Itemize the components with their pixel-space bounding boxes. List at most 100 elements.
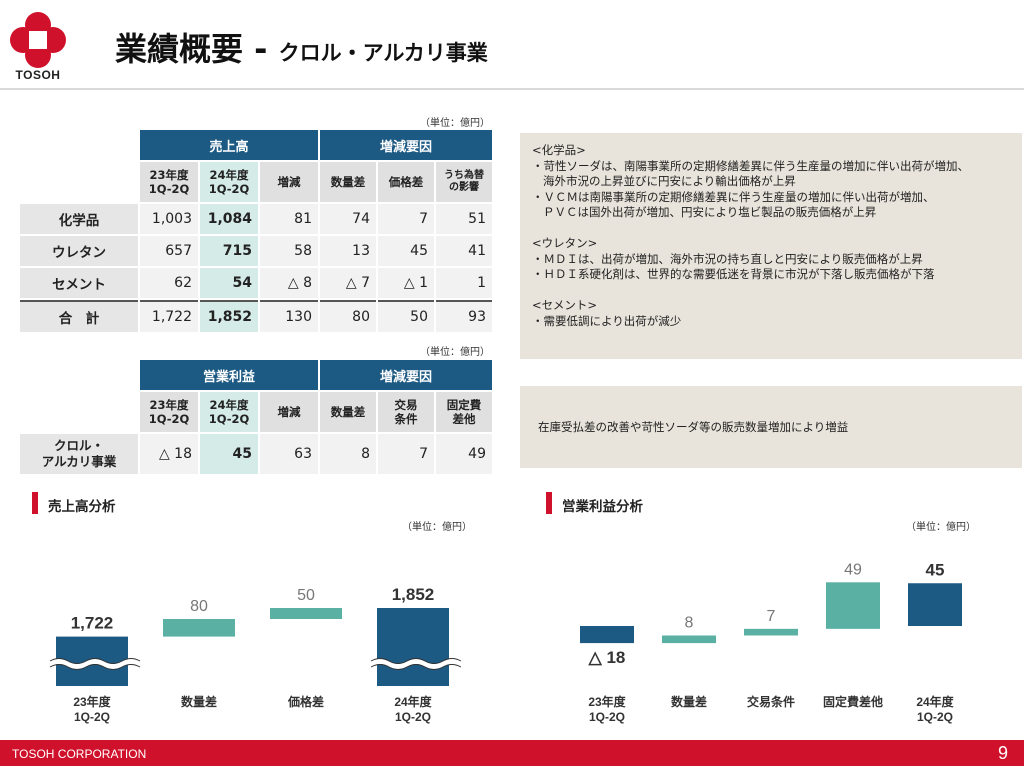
sales-section-title: 売上高分析	[48, 499, 116, 515]
cell-price: 7	[378, 204, 434, 234]
cell-terms: 7	[378, 434, 434, 474]
op-comment-box: 在庫受払差の改善や苛性ソーダ等の販売数量増加により増益	[520, 386, 1022, 468]
col-24-header: 24年度 1Q-2Q	[200, 162, 258, 202]
bar-2	[270, 608, 342, 619]
table-row: セメント 62 54 △ 8 △ 7 △ 1 1	[20, 268, 492, 298]
cell-fx: 1	[436, 268, 492, 298]
row-label: 合 計	[20, 300, 138, 332]
op-col-volume-header: 数量差	[320, 392, 376, 432]
logo-text: TOSOH	[15, 68, 61, 82]
cell-fx: 51	[436, 204, 492, 234]
op-table-unit: （単位：億円）	[420, 347, 490, 358]
op-waterfall-chart: △ 18 23年度 1Q-2Q 8 数量差 7 交易条件 49 固定費差他 45 24年度 1Q-2Q	[580, 560, 962, 724]
cell-fx: 41	[436, 236, 492, 266]
data-label-3: 1,852	[392, 585, 435, 604]
tosoh-logo-icon	[10, 12, 66, 68]
cell-volume: 13	[320, 236, 376, 266]
table-row: 化学品 1,003 1,084 81 74 7 51	[20, 204, 492, 234]
sales-waterfall-chart: 1,722 23年度 1Q-2Q 80 数量差 50 価格差 1,852 24年度 1Q-2Q	[48, 585, 463, 724]
bar-1	[662, 635, 716, 644]
data-label-1: 80	[190, 598, 208, 615]
x-tick-4: 24年度 1Q-2Q	[916, 694, 954, 724]
cell-volume: 80	[320, 300, 376, 332]
x-tick-0: 23年度 1Q-2Q	[73, 694, 111, 724]
row-label: 化学品	[20, 204, 138, 234]
bar-2	[744, 628, 798, 636]
cell-change: 63	[260, 434, 318, 474]
op-table: 営業利益 増減要因 23年度 1Q-2Q 24年度 1Q-2Q 増減 数量差 交…	[18, 358, 494, 476]
bar-1	[163, 619, 235, 637]
sales-table-unit: （単位：億円）	[420, 118, 490, 129]
footer-company: TOSOH CORPORATION	[12, 747, 147, 761]
title-main: 業績概要 -	[115, 30, 279, 68]
sales-chart-unit: （単位：億円）	[402, 522, 472, 533]
col-change-header: 増減	[260, 162, 318, 202]
header-divider	[0, 88, 1024, 90]
axis-break-line-b-0	[49, 664, 141, 670]
col-23-header: 23年度 1Q-2Q	[140, 162, 198, 202]
cell-v23: 1,722	[140, 300, 198, 332]
bar-3	[826, 582, 880, 629]
factors-group-header: 増減要因	[320, 130, 492, 160]
op-section-bar	[546, 492, 552, 514]
data-label-2: 7	[767, 608, 776, 625]
cell-v24: 1,852	[200, 300, 258, 332]
cell-v24: 54	[200, 268, 258, 298]
table-row: クロル・ アルカリ事業 △ 18 45 63 8 7 49	[20, 434, 492, 474]
x-tick-2: 価格差	[287, 694, 324, 709]
page-number: 9	[998, 743, 1009, 763]
cell-v24: 1,084	[200, 204, 258, 234]
op-section-title: 営業利益分析	[562, 499, 643, 515]
cell-volume: 8	[320, 434, 376, 474]
x-tick-0: 23年度 1Q-2Q	[588, 694, 626, 724]
cell-v23: 657	[140, 236, 198, 266]
axis-break-3	[369, 659, 463, 669]
data-label-0: 1,722	[71, 614, 114, 633]
bar-4	[908, 583, 962, 626]
row-label: セメント	[20, 268, 138, 298]
cell-v23: 1,003	[140, 204, 198, 234]
bar-3	[377, 608, 449, 686]
x-tick-3: 固定費差他	[823, 694, 883, 709]
sales-group-header: 売上高	[140, 130, 318, 160]
sales-table: 売上高 増減要因 23年度 1Q-2Q 24年度 1Q-2Q 増減 数量差 価格…	[18, 128, 494, 334]
cell-volume: 74	[320, 204, 376, 234]
col-volume-header: 数量差	[320, 162, 376, 202]
cell-change: 130	[260, 300, 318, 332]
cell-fx: 93	[436, 300, 492, 332]
cell-v23: 62	[140, 268, 198, 298]
row-label: クロル・ アルカリ事業	[20, 434, 138, 474]
col-price-header: 価格差	[378, 162, 434, 202]
table-row-total: 合 計 1,722 1,852 130 80 50 93	[20, 300, 492, 332]
op-col-23-header: 23年度 1Q-2Q	[140, 392, 198, 432]
x-tick-1: 数量差	[671, 694, 707, 709]
data-label-3: 49	[844, 561, 862, 578]
axis-break-0	[48, 659, 142, 669]
cell-volume: △ 7	[320, 268, 376, 298]
op-factors-group-header: 増減要因	[320, 360, 492, 390]
axis-break-line-0	[49, 658, 141, 664]
page-title: 業績概要 - クロル・アルカリ事業	[115, 24, 488, 70]
bar-0	[580, 626, 634, 644]
x-tick-2: 交易条件	[747, 694, 795, 709]
cell-v24: 45	[200, 434, 258, 474]
op-col-24-header: 24年度 1Q-2Q	[200, 392, 258, 432]
cell-price: 45	[378, 236, 434, 266]
x-tick-1: 数量差	[181, 694, 217, 709]
data-label-0: △ 18	[588, 648, 626, 667]
title-sub: クロル・アルカリ事業	[278, 41, 488, 65]
cell-change: △ 8	[260, 268, 318, 298]
cell-v23: △ 18	[140, 434, 198, 474]
cell-change: 81	[260, 204, 318, 234]
cell-v24: 715	[200, 236, 258, 266]
cell-price: 50	[378, 300, 434, 332]
data-label-2: 50	[297, 587, 315, 604]
cell-fixed: 49	[436, 434, 492, 474]
op-col-fixed-header: 固定費 差他	[436, 392, 492, 432]
col-fx-header: うち為替 の影響	[436, 162, 492, 202]
axis-break-line-b-3	[370, 664, 462, 670]
x-tick-3: 24年度 1Q-2Q	[394, 694, 432, 724]
op-col-terms-header: 交易 条件	[378, 392, 434, 432]
row-label: ウレタン	[20, 236, 138, 266]
tosoh-logo: TOSOH	[10, 12, 66, 84]
